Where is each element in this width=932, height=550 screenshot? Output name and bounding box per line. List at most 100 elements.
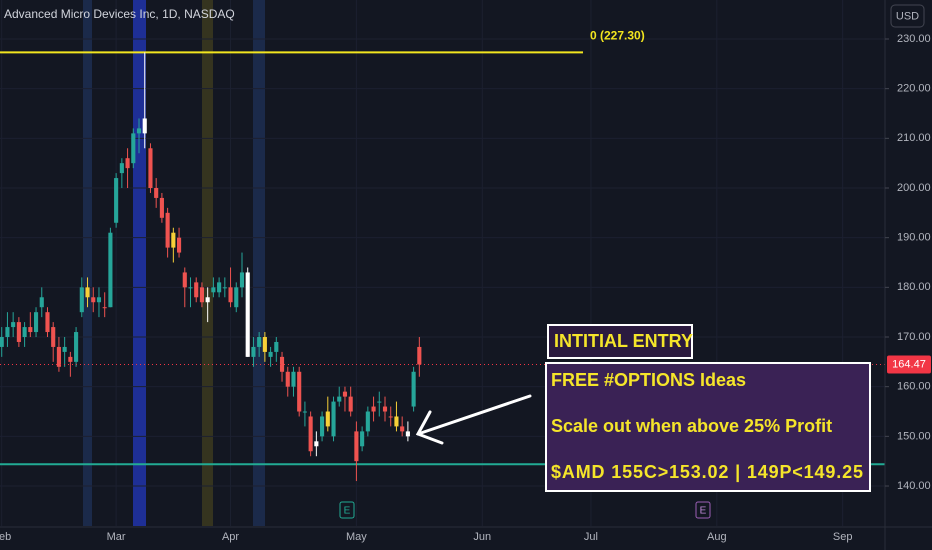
candle-body bbox=[365, 411, 370, 432]
x-tick-label: Mar bbox=[107, 531, 126, 543]
earnings-label: E bbox=[344, 506, 351, 517]
candle-body bbox=[79, 287, 84, 313]
price-label: 164.47 bbox=[892, 358, 926, 370]
candle-body bbox=[74, 332, 79, 362]
candle-body bbox=[308, 416, 313, 452]
candle-body bbox=[239, 272, 245, 288]
entry-text: INTITIAL ENTRY bbox=[554, 331, 693, 351]
candle-body bbox=[320, 416, 325, 437]
candle-body bbox=[136, 128, 142, 134]
highlight-band bbox=[133, 0, 146, 526]
currency-button[interactable] bbox=[890, 4, 925, 28]
note-line: FREE #OPTIONS Ideas bbox=[551, 370, 746, 390]
earnings-label: E bbox=[700, 506, 707, 517]
candle-body bbox=[125, 158, 130, 169]
candle-body bbox=[291, 371, 296, 387]
candle-body bbox=[131, 133, 136, 164]
candle-body bbox=[85, 287, 90, 298]
candle-body bbox=[33, 312, 39, 333]
candle-body bbox=[171, 232, 176, 248]
y-tick-label: 200.00 bbox=[897, 182, 931, 194]
candle-body bbox=[354, 431, 359, 462]
candle-body bbox=[28, 327, 33, 333]
highlight-band bbox=[253, 0, 265, 526]
candle-body bbox=[91, 297, 96, 303]
price-tag bbox=[887, 355, 931, 374]
candle-body bbox=[268, 351, 273, 357]
candle-body bbox=[234, 287, 239, 308]
candle-body bbox=[0, 337, 4, 347]
candle-body bbox=[331, 401, 336, 437]
note-line: $AMD 155C>153.02 | 149P<149.25 bbox=[551, 462, 863, 482]
currency: USD bbox=[896, 10, 919, 22]
candle-body bbox=[342, 391, 348, 397]
candle-body bbox=[205, 297, 210, 303]
candle-body bbox=[297, 371, 302, 412]
candle-body bbox=[119, 163, 124, 174]
candle-body bbox=[222, 287, 227, 289]
y-tick-label: 180.00 bbox=[897, 281, 931, 293]
candle-body bbox=[274, 341, 279, 352]
candle-body bbox=[159, 197, 164, 218]
candle-body bbox=[56, 346, 61, 367]
y-tick-label: 190.00 bbox=[897, 232, 931, 244]
candle-body bbox=[11, 322, 16, 328]
chart-title: Advanced Micro Devices Inc, 1D, NASDAQ bbox=[4, 7, 235, 21]
candle-body bbox=[400, 426, 405, 432]
x-tick-label: Sep bbox=[833, 531, 853, 543]
y-tick-label: 210.00 bbox=[897, 132, 931, 144]
entry-box bbox=[547, 324, 693, 359]
candle-body bbox=[154, 187, 159, 198]
candle-body bbox=[371, 406, 376, 412]
candle-body bbox=[325, 411, 330, 427]
candle-body bbox=[257, 337, 262, 347]
note-line: Scale out when above 25% Profit bbox=[551, 416, 832, 436]
candle-body bbox=[314, 441, 319, 447]
level-label: 0 (227.30) bbox=[590, 29, 645, 43]
y-tick-label: 170.00 bbox=[897, 331, 931, 343]
candle-body bbox=[211, 287, 216, 293]
candle-body bbox=[62, 346, 67, 352]
candle-body bbox=[377, 401, 382, 403]
candle-body bbox=[22, 327, 27, 338]
candle-body bbox=[199, 287, 205, 303]
candle-body bbox=[285, 371, 290, 387]
x-tick-label: Jul bbox=[584, 531, 598, 543]
candle-body bbox=[360, 431, 365, 447]
candle-body bbox=[405, 431, 410, 437]
candle-body bbox=[108, 232, 113, 308]
earnings-icon bbox=[695, 501, 711, 519]
x-tick-label: Apr bbox=[222, 531, 239, 543]
candle-body bbox=[382, 406, 388, 412]
candle-body bbox=[251, 346, 256, 357]
candle-body bbox=[302, 411, 307, 413]
arrow bbox=[415, 394, 532, 445]
x-tick-label: Jun bbox=[473, 531, 491, 543]
y-tick-label: 230.00 bbox=[897, 33, 931, 45]
candle-body bbox=[51, 327, 56, 347]
candle-body bbox=[142, 118, 147, 134]
candle-body bbox=[148, 148, 153, 188]
y-tick-label: 160.00 bbox=[897, 381, 931, 393]
y-tick-label: 150.00 bbox=[897, 430, 931, 442]
x-tick-label: Feb bbox=[0, 531, 11, 543]
x-tick-label: May bbox=[346, 531, 367, 543]
y-tick-label: 220.00 bbox=[897, 83, 931, 95]
candle-body bbox=[279, 356, 285, 372]
y-tick-label: 140.00 bbox=[897, 480, 931, 492]
candle-body bbox=[245, 272, 250, 357]
candle-body bbox=[102, 307, 107, 309]
candle-body bbox=[5, 327, 10, 338]
candle-body bbox=[348, 396, 353, 412]
highlight-band bbox=[83, 0, 92, 526]
candle-body bbox=[411, 371, 416, 407]
x-tick-label: Aug bbox=[707, 531, 727, 543]
candle-body bbox=[177, 237, 182, 253]
candle-body bbox=[394, 416, 399, 427]
candle-body bbox=[217, 282, 222, 293]
candle-body bbox=[165, 212, 170, 248]
candle-body bbox=[96, 297, 102, 303]
candle-body bbox=[39, 297, 44, 308]
highlight-band bbox=[202, 0, 213, 526]
note-box bbox=[545, 362, 871, 492]
